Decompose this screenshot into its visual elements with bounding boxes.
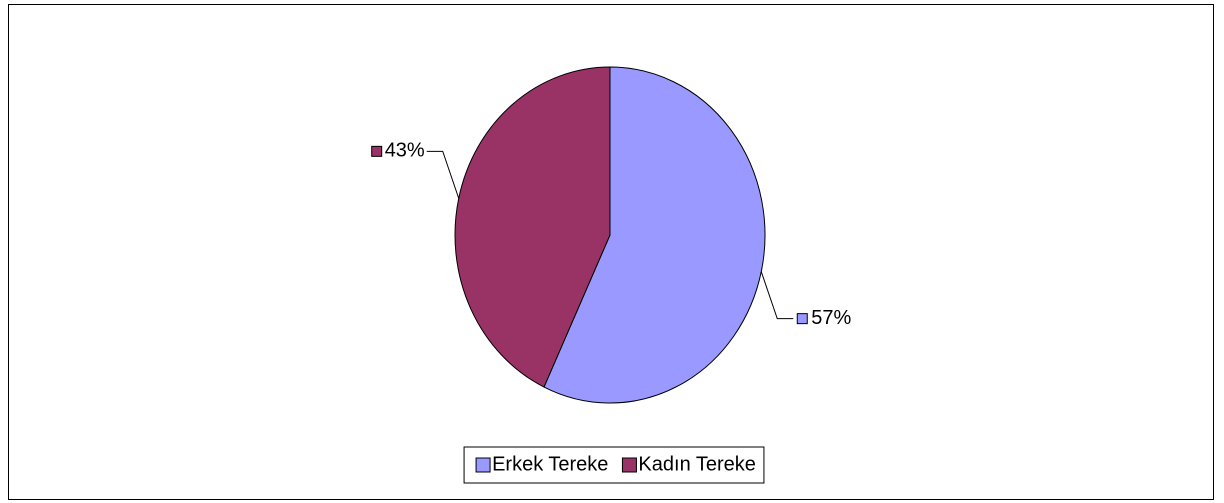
legend-label: Kadın Tereke — [638, 453, 756, 475]
data-label: 57% — [811, 307, 851, 329]
leader-line — [760, 271, 794, 320]
legend-label: Erkek Tereke — [492, 453, 608, 475]
pie-slice — [543, 66, 766, 404]
data-label-swatch — [371, 145, 383, 157]
legend-swatch — [475, 457, 491, 473]
legend: Erkek Tereke Kadın Tereke — [463, 446, 765, 484]
data-label-swatch — [796, 313, 808, 325]
leader-line — [426, 150, 460, 199]
legend-box — [463, 446, 765, 484]
pie-slice — [454, 66, 611, 388]
data-label: 43% — [385, 140, 425, 162]
legend-swatch — [621, 457, 637, 473]
